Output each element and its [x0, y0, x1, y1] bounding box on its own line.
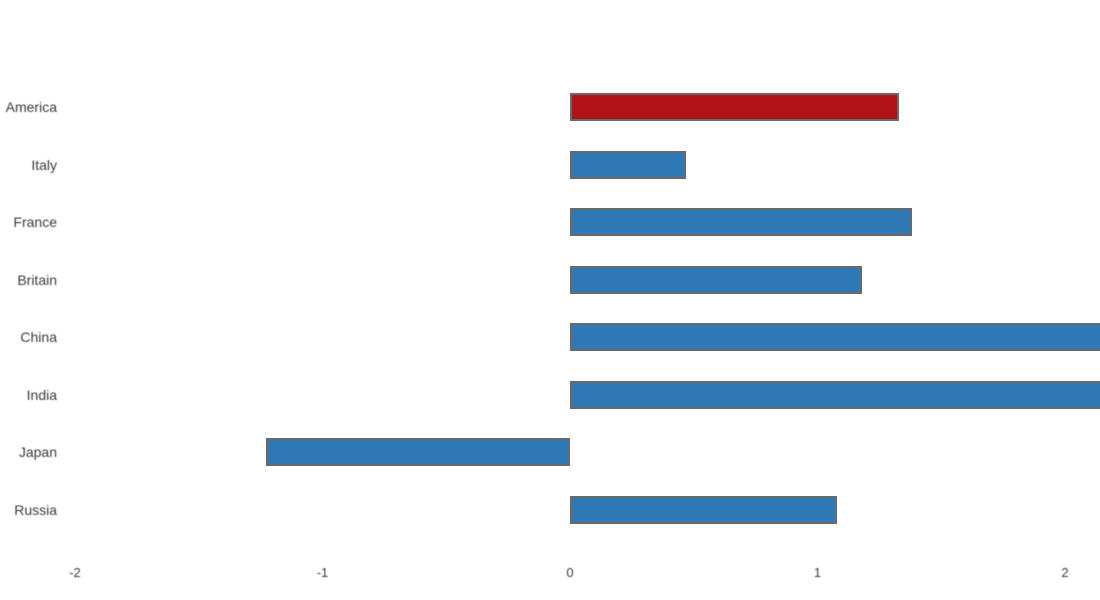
category-label: Italy [31, 156, 57, 173]
x-axis-tick-label: 1 [813, 565, 822, 580]
x-axis-tick-label: -2 [69, 565, 81, 580]
bar [265, 438, 570, 466]
x-axis-tick-label: 0 [566, 565, 574, 580]
category-label: Japan [18, 444, 57, 460]
bar [570, 380, 1100, 409]
bar [570, 150, 687, 179]
bar [570, 208, 912, 236]
bar [570, 265, 863, 294]
x-axis-tick-label: 2 [1061, 565, 1069, 580]
bar [570, 495, 838, 524]
category-label: India [26, 386, 57, 403]
category-label: France [13, 214, 57, 230]
category-label: America [5, 99, 57, 115]
bar-highlighted [570, 93, 900, 121]
category-label: Britain [17, 271, 57, 288]
x-axis-tick-label: -1 [316, 565, 329, 580]
bar [570, 323, 1100, 351]
category-label: Russia [14, 501, 57, 518]
category-label: China [20, 329, 57, 345]
